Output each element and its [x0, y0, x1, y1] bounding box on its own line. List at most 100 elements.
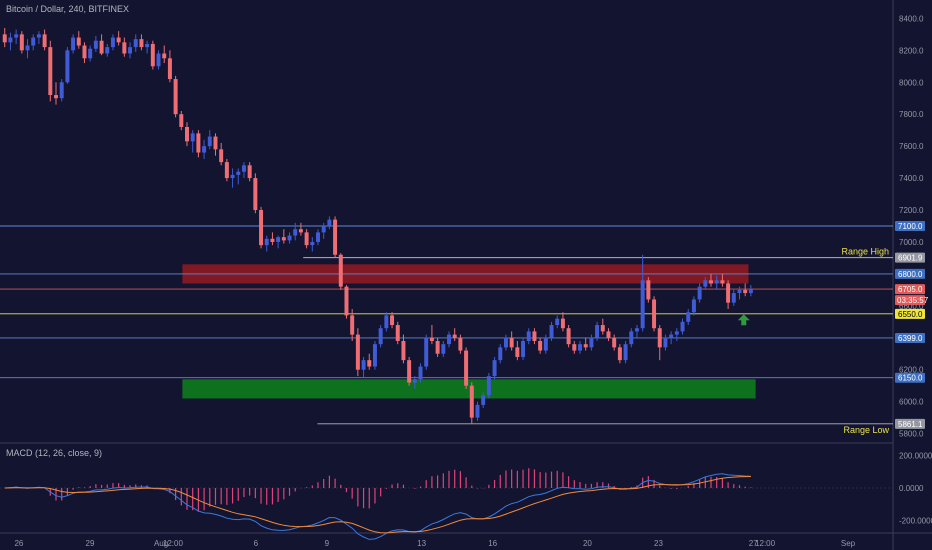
- candle-body: [538, 340, 543, 351]
- candle-body: [629, 331, 634, 345]
- candle-body: [236, 171, 241, 175]
- time-tick-label: 26: [14, 539, 23, 548]
- candle-body: [407, 360, 412, 383]
- candle-body: [737, 289, 742, 294]
- candle-body: [31, 37, 36, 46]
- candle-body: [646, 280, 651, 300]
- time-tick-label: 23: [654, 539, 663, 548]
- candle-body: [578, 344, 582, 351]
- candle-body: [714, 280, 719, 284]
- candle-body: [93, 40, 98, 49]
- candle-body: [521, 340, 526, 357]
- price-tag-label: 6399.0: [898, 334, 923, 343]
- time-tick-label: 12:00: [163, 539, 184, 548]
- price-tag-label: 7100.0: [898, 222, 923, 231]
- candle-body: [384, 315, 389, 329]
- candle-body: [241, 165, 246, 172]
- candle-body: [452, 334, 457, 338]
- candle-body: [19, 34, 24, 51]
- candle-body: [76, 37, 81, 46]
- candle-body: [526, 331, 531, 341]
- candle-body: [219, 149, 224, 163]
- price-tag-label: 6800.0: [898, 270, 923, 279]
- price-tick-label: 6000.0: [899, 398, 924, 407]
- price-tick-label: 7600.0: [899, 142, 924, 151]
- candle-body: [298, 229, 303, 233]
- candle-body: [680, 321, 685, 332]
- macd-tick-label: 200.0000: [899, 452, 932, 461]
- candle-body: [128, 47, 133, 54]
- candle-body: [743, 289, 748, 294]
- candle-body: [230, 174, 235, 179]
- price-tag-label: 5861.1: [898, 420, 923, 429]
- candle-body: [150, 43, 155, 67]
- candle-body: [390, 315, 395, 326]
- candle-body: [350, 315, 355, 335]
- price-tag: [895, 268, 925, 279]
- candle-body: [589, 337, 594, 348]
- countdown-tag: [895, 295, 925, 306]
- price-tick-label: 8200.0: [899, 46, 924, 55]
- candle-body: [486, 376, 491, 396]
- candle-body: [105, 47, 110, 54]
- price-tag-label: 6901.9: [898, 254, 923, 263]
- time-tick-label: 13: [417, 539, 426, 548]
- candle-body: [355, 334, 360, 370]
- candle-body: [145, 43, 150, 48]
- candle-body: [412, 379, 417, 383]
- time-tick-label: 29: [86, 539, 95, 548]
- candle-body: [691, 299, 696, 313]
- candle-body: [167, 58, 172, 80]
- candle-body: [361, 360, 366, 370]
- candle-body: [133, 39, 138, 48]
- support-zone: [182, 379, 756, 399]
- candle-body: [116, 37, 121, 43]
- signal-line: [4, 476, 751, 534]
- price-tag-label: 6705.0: [898, 285, 923, 294]
- price-tag: [895, 332, 925, 343]
- candle-body: [287, 235, 292, 241]
- candle-body: [82, 45, 87, 59]
- candle-body: [652, 299, 657, 329]
- candle-body: [555, 318, 560, 326]
- candle-body: [657, 328, 662, 348]
- range-label: Range High: [841, 247, 889, 257]
- price-tick-label: 7000.0: [899, 238, 924, 247]
- price-tick-label: 7400.0: [899, 174, 924, 183]
- candle-body: [612, 337, 617, 348]
- candle-body: [310, 241, 315, 246]
- time-tick-label: 20: [583, 539, 592, 548]
- candle-body: [65, 50, 70, 83]
- price-tick-label: 7800.0: [899, 110, 924, 119]
- candle-body: [139, 39, 144, 48]
- candle-body: [202, 146, 207, 153]
- macd-tick-label: 0.0000: [899, 484, 924, 493]
- candle-body: [304, 232, 309, 246]
- candle-body: [59, 82, 64, 99]
- price-tick-label: 8400.0: [899, 14, 924, 23]
- candle-body: [179, 114, 184, 127]
- candle-body: [270, 238, 275, 242]
- range-label: Range Low: [843, 425, 889, 435]
- candle-body: [344, 286, 349, 316]
- candle-body: [185, 126, 189, 142]
- candle-body: [213, 136, 218, 150]
- price-tick-label: 8000.0: [899, 78, 924, 87]
- candle-body: [492, 360, 497, 377]
- candle-body: [25, 45, 30, 51]
- candle-body: [99, 40, 104, 54]
- candle-body: [36, 34, 41, 38]
- candle-body: [731, 293, 736, 303]
- candle-body: [435, 340, 440, 354]
- time-tick-label: 6: [254, 539, 259, 548]
- candle-body: [595, 325, 600, 338]
- candle-body: [333, 219, 338, 255]
- candle-body: [726, 283, 731, 303]
- candle-body: [54, 95, 58, 99]
- price-tag-label: 6150.0: [898, 374, 923, 383]
- macd-panel: [0, 468, 893, 540]
- time-tick-label: Sep: [841, 539, 856, 548]
